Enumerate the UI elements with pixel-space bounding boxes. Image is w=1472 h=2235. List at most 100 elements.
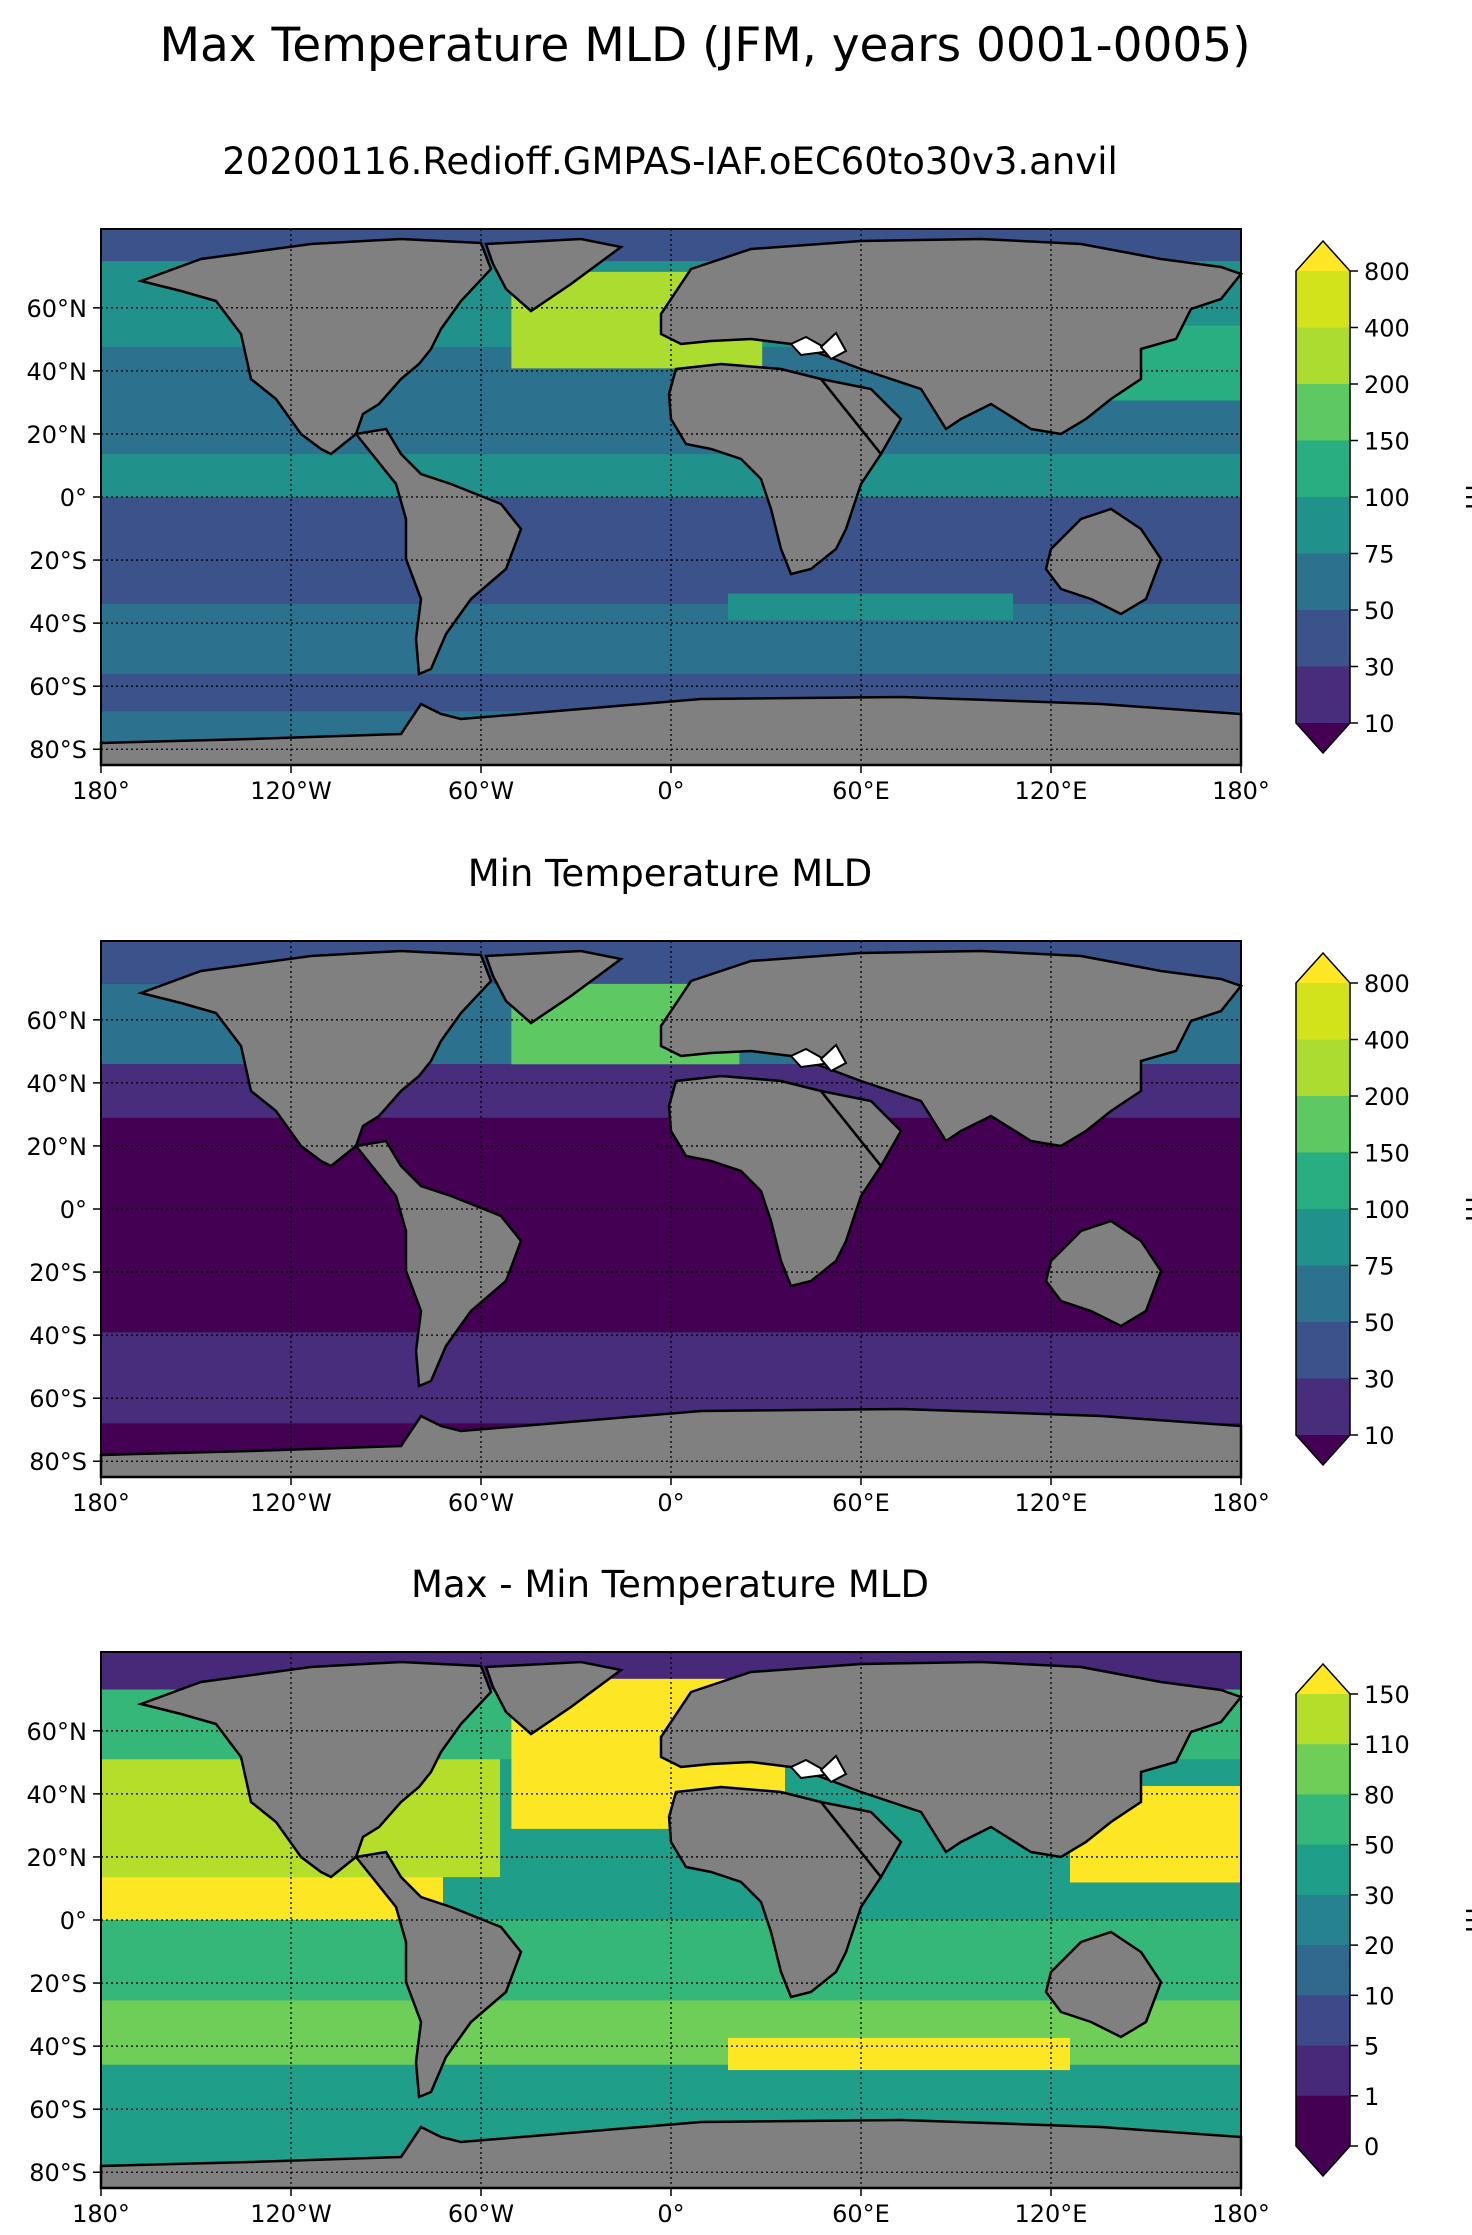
- lat-tick-label: 60°N: [27, 1007, 88, 1035]
- colorbar-tick-label: 10: [1364, 1422, 1395, 1450]
- lon-tick-label: 120°E: [1015, 777, 1088, 805]
- lat-tick-label: 20°N: [27, 1133, 88, 1161]
- colorbar-tick-label: 150: [1364, 1681, 1410, 1709]
- lat-tick-label: 60°N: [27, 295, 88, 323]
- lon-tick-label: 120°E: [1015, 1489, 1088, 1517]
- colorbar-segment: [1296, 271, 1350, 328]
- lon-tick-label: 60°W: [448, 2200, 514, 2228]
- colorbar-tick-label: 110: [1364, 1731, 1410, 1759]
- colorbar-segment: [1296, 1265, 1350, 1323]
- colorbar-tick-label: 200: [1364, 371, 1410, 399]
- colorbar-tick-label: 20: [1364, 1932, 1395, 1960]
- lon-tick-label: 120°W: [250, 777, 332, 805]
- lat-tick-label: 40°N: [27, 358, 88, 386]
- colorbar-tick-label: 80: [1364, 1781, 1395, 1809]
- colorbar-segment: [1296, 1894, 1350, 1946]
- colorbar-unit-label: m: [1459, 484, 1472, 509]
- colorbar-extend-max: [1296, 1664, 1350, 1694]
- lat-tick-label: 40°N: [27, 1781, 88, 1809]
- colorbar-extend-max: [1296, 953, 1350, 983]
- lon-tick-label: 60°E: [832, 1489, 890, 1517]
- lat-tick-label: 20°S: [29, 1970, 87, 1998]
- colorbar-tick-label: 10: [1364, 1982, 1395, 2010]
- colorbar-tick-label: 50: [1364, 1309, 1395, 1337]
- colorbar-tick-label: 200: [1364, 1083, 1410, 1111]
- colorbar-tick-label: 1: [1364, 2083, 1379, 2111]
- lon-tick-label: 60°E: [832, 777, 890, 805]
- colorbar-tick-label: 75: [1364, 541, 1395, 569]
- colorbar-segment: [1296, 1152, 1350, 1210]
- lat-tick-label: 80°S: [29, 2159, 87, 2187]
- colorbar-segment: [1296, 1995, 1350, 2047]
- colorbar-segment: [1296, 1694, 1350, 1745]
- colorbar-tick-label: 150: [1364, 428, 1410, 456]
- lat-tick-label: 40°S: [29, 1322, 87, 1350]
- colorbar-segment: [1296, 2045, 1350, 2097]
- colorbar-segment: [1296, 327, 1350, 385]
- colorbar-3: 1501108050302010510m: [1295, 1662, 1472, 2178]
- lat-tick-label: 0°: [60, 484, 87, 512]
- lat-tick-label: 60°S: [29, 2096, 87, 2124]
- colorbar-tick-label: 30: [1364, 1366, 1395, 1394]
- lat-tick-label: 0°: [60, 1907, 87, 1935]
- colorbar-extend-min: [1296, 723, 1350, 753]
- colorbar-tick-label: 800: [1364, 258, 1410, 286]
- colorbar-tick-label: 100: [1364, 484, 1410, 512]
- lat-tick-label: 80°S: [29, 1448, 87, 1476]
- colorbar-1: 800 400 200 150 100 75 50 30 10 m: [1295, 239, 1472, 755]
- ocean-contour-band: [728, 2037, 1070, 2071]
- colorbar-segment: [1296, 1096, 1350, 1153]
- lon-tick-label: 180°: [72, 1489, 130, 1517]
- map-panel-1: 60°N 40°N 20°N 0° 20°S 40°S 60°S 80°S 180° 120°W 6…: [27, 228, 1270, 805]
- colorbar-segment: [1296, 1844, 1350, 1896]
- lat-tick-label: 80°S: [29, 736, 87, 764]
- colorbar-extend-min: [1296, 2146, 1350, 2176]
- lon-tick-label: 60°E: [832, 2200, 890, 2228]
- lat-tick-label: 20°N: [27, 1844, 88, 1872]
- lon-tick-label: 120°W: [250, 1489, 332, 1517]
- lon-tick-label: 0°: [657, 2200, 684, 2228]
- colorbar-segment: [1296, 1794, 1350, 1846]
- colorbar-segment: [1296, 1945, 1350, 1996]
- lat-tick-label: 40°S: [29, 610, 87, 638]
- lat-tick-label: 40°S: [29, 2033, 87, 2061]
- map-panel-3: 60°N 40°N 20°N 0° 20°S 40°S 60°S 80°S 180° 120°W 6…: [27, 1651, 1270, 2228]
- colorbar-tick-label: 75: [1364, 1253, 1395, 1281]
- colorbar-segment: [1296, 1322, 1350, 1379]
- colorbar-segment: [1296, 553, 1350, 611]
- colorbar-tick-label: 0: [1364, 2133, 1379, 2161]
- panel-2-title: Min Temperature MLD: [467, 852, 873, 895]
- lat-tick-label: 60°S: [29, 673, 87, 701]
- colorbar-tick-label: 100: [1364, 1196, 1410, 1224]
- colorbar-unit-label: m: [1459, 1196, 1472, 1221]
- map-panel-2: 60°N 40°N 20°N 0° 20°S 40°S 60°S 80°S 180° 120°W 6…: [27, 940, 1270, 1517]
- colorbar-segment: [1296, 384, 1350, 441]
- lat-tick-label: 60°N: [27, 1718, 88, 1746]
- lat-tick-label: 0°: [60, 1196, 87, 1224]
- colorbar-tick-label: 30: [1364, 654, 1395, 682]
- lon-tick-label: 60°W: [448, 777, 514, 805]
- colorbar-segment: [1296, 1039, 1350, 1097]
- ocean-contour-band: [728, 593, 1013, 621]
- lat-tick-label: 60°S: [29, 1385, 87, 1413]
- lon-tick-label: 120°E: [1015, 2200, 1088, 2228]
- colorbar-tick-label: 400: [1364, 315, 1410, 343]
- colorbar-tick-label: 800: [1364, 970, 1410, 998]
- lon-tick-label: 0°: [657, 777, 684, 805]
- lon-tick-label: 180°: [72, 2200, 130, 2228]
- colorbar-tick-label: 150: [1364, 1140, 1410, 1168]
- colorbar-tick-label: 30: [1364, 1882, 1395, 1910]
- lon-tick-label: 180°: [1212, 2200, 1270, 2228]
- panel-3-title: Max - Min Temperature MLD: [411, 1563, 929, 1606]
- lat-tick-label: 40°N: [27, 1070, 88, 1098]
- lon-tick-label: 0°: [657, 1489, 684, 1517]
- colorbar-extend-min: [1296, 1435, 1350, 1465]
- colorbar-segment: [1296, 1378, 1350, 1436]
- colorbar-unit-label: m: [1459, 1907, 1472, 1932]
- lon-tick-label: 120°W: [250, 2200, 332, 2228]
- colorbar-tick-label: 50: [1364, 1832, 1395, 1860]
- colorbar-segment: [1296, 610, 1350, 667]
- colorbar-segment: [1296, 666, 1350, 724]
- lat-tick-label: 20°S: [29, 547, 87, 575]
- colorbar-tick-label: 5: [1364, 2033, 1379, 2061]
